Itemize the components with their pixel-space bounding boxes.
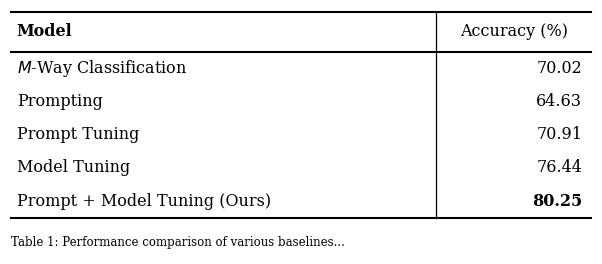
Text: 70.91: 70.91 bbox=[536, 126, 582, 143]
Text: Prompt Tuning: Prompt Tuning bbox=[17, 126, 139, 143]
Text: Prompt + Model Tuning (Ours): Prompt + Model Tuning (Ours) bbox=[17, 193, 271, 210]
Text: Prompting: Prompting bbox=[17, 93, 103, 110]
Text: 64.63: 64.63 bbox=[536, 93, 582, 110]
Text: 80.25: 80.25 bbox=[532, 193, 582, 210]
Text: 70.02: 70.02 bbox=[536, 60, 582, 77]
Text: Model: Model bbox=[17, 23, 72, 40]
Text: $\mathit{M}$-Way Classification: $\mathit{M}$-Way Classification bbox=[17, 58, 187, 79]
Text: 76.44: 76.44 bbox=[536, 159, 582, 176]
Text: Table 1: Performance comparison of various baselines...: Table 1: Performance comparison of vario… bbox=[11, 236, 345, 249]
Text: Model Tuning: Model Tuning bbox=[17, 159, 130, 176]
Text: Accuracy (%): Accuracy (%) bbox=[460, 23, 568, 40]
